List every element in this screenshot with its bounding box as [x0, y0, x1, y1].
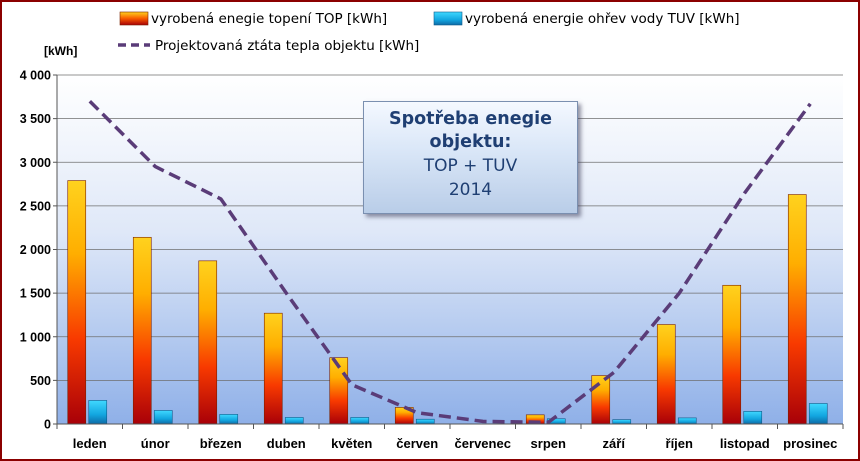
y-tick-label: 1 000 — [20, 330, 51, 344]
y-tick-label: 500 — [30, 374, 51, 388]
chart-title-sub: TOP + TUV 2014 — [364, 154, 577, 202]
bar-top — [787, 194, 807, 425]
bar-top — [722, 284, 742, 425]
bar-tuv — [284, 417, 304, 425]
bar-top — [263, 312, 283, 425]
y-tick-label: 4 000 — [20, 69, 51, 83]
chart-title-line-1: Spotřeba enegie — [388, 109, 553, 129]
bar-tuv — [612, 419, 632, 425]
x-axis-ticks: leden únor březen duben květen červen červenec… — [56, 424, 844, 451]
y-axis-unit: [kWh] — [44, 44, 77, 58]
bar-tuv — [743, 411, 763, 425]
chart-title-box: Spotřeba enegie objektu: TOP + TUV 2014 — [363, 101, 578, 214]
bar-top — [132, 236, 152, 425]
x-tick-label: červen — [396, 436, 438, 451]
legend-swatch-top — [119, 11, 149, 26]
legend: vyrobená enegie topení TOP [kWh] vyroben… — [118, 11, 740, 54]
bar-tuv — [808, 403, 828, 425]
x-tick-label: leden — [73, 436, 107, 451]
y-tick-label: 3 000 — [20, 156, 51, 170]
x-tick-label: květen — [331, 436, 372, 451]
bar-series — [67, 180, 828, 425]
x-tick-label: duben — [267, 436, 306, 451]
chart-title-line-2: objektu: — [429, 132, 512, 152]
y-axis-ticks: 0 500 1 000 1 500 2 000 2 500 3 000 3 500 4 000 — [20, 69, 57, 432]
bar-top — [67, 180, 87, 425]
bar-tuv — [88, 400, 108, 425]
line-series — [88, 99, 812, 425]
x-tick-label: říjen — [666, 436, 694, 451]
bar-tuv — [677, 417, 697, 425]
y-tick-label: 1 500 — [20, 287, 51, 301]
x-tick-label: srpen — [531, 436, 566, 451]
bar-tuv — [350, 417, 370, 425]
legend-label-loss: Projektovaná ztáta tepla objektu [kWh] — [155, 38, 419, 54]
x-tick-label: září — [603, 436, 626, 451]
x-tick-label: březen — [200, 436, 242, 451]
y-tick-label: 2 000 — [20, 243, 51, 257]
chart-title-main: Spotřeba enegie objektu: — [364, 108, 577, 154]
x-tick-label: prosinec — [783, 436, 837, 451]
bar-tuv — [153, 410, 173, 425]
y-tick-label: 0 — [44, 418, 51, 432]
y-tick-label: 2 500 — [20, 199, 51, 213]
chart-title-line-3: TOP + TUV — [423, 156, 518, 176]
chart-title-line-4: 2014 — [448, 180, 493, 200]
legend-label-tuv: vyrobená energie ohřev vody TUV [kWh] — [465, 11, 740, 27]
x-tick-label: listopad — [720, 436, 770, 451]
bar-tuv — [415, 418, 435, 425]
bar-top — [656, 324, 676, 425]
legend-swatch-tuv — [433, 11, 463, 26]
loss-line — [88, 99, 812, 425]
bar-top — [198, 260, 218, 425]
bar-tuv — [219, 414, 239, 425]
legend-label-top: vyrobená enegie topení TOP [kWh] — [151, 11, 387, 27]
bar-top — [591, 375, 611, 425]
x-tick-label: červenec — [455, 436, 511, 451]
x-tick-label: únor — [141, 436, 170, 451]
y-tick-label: 3 500 — [20, 112, 51, 126]
